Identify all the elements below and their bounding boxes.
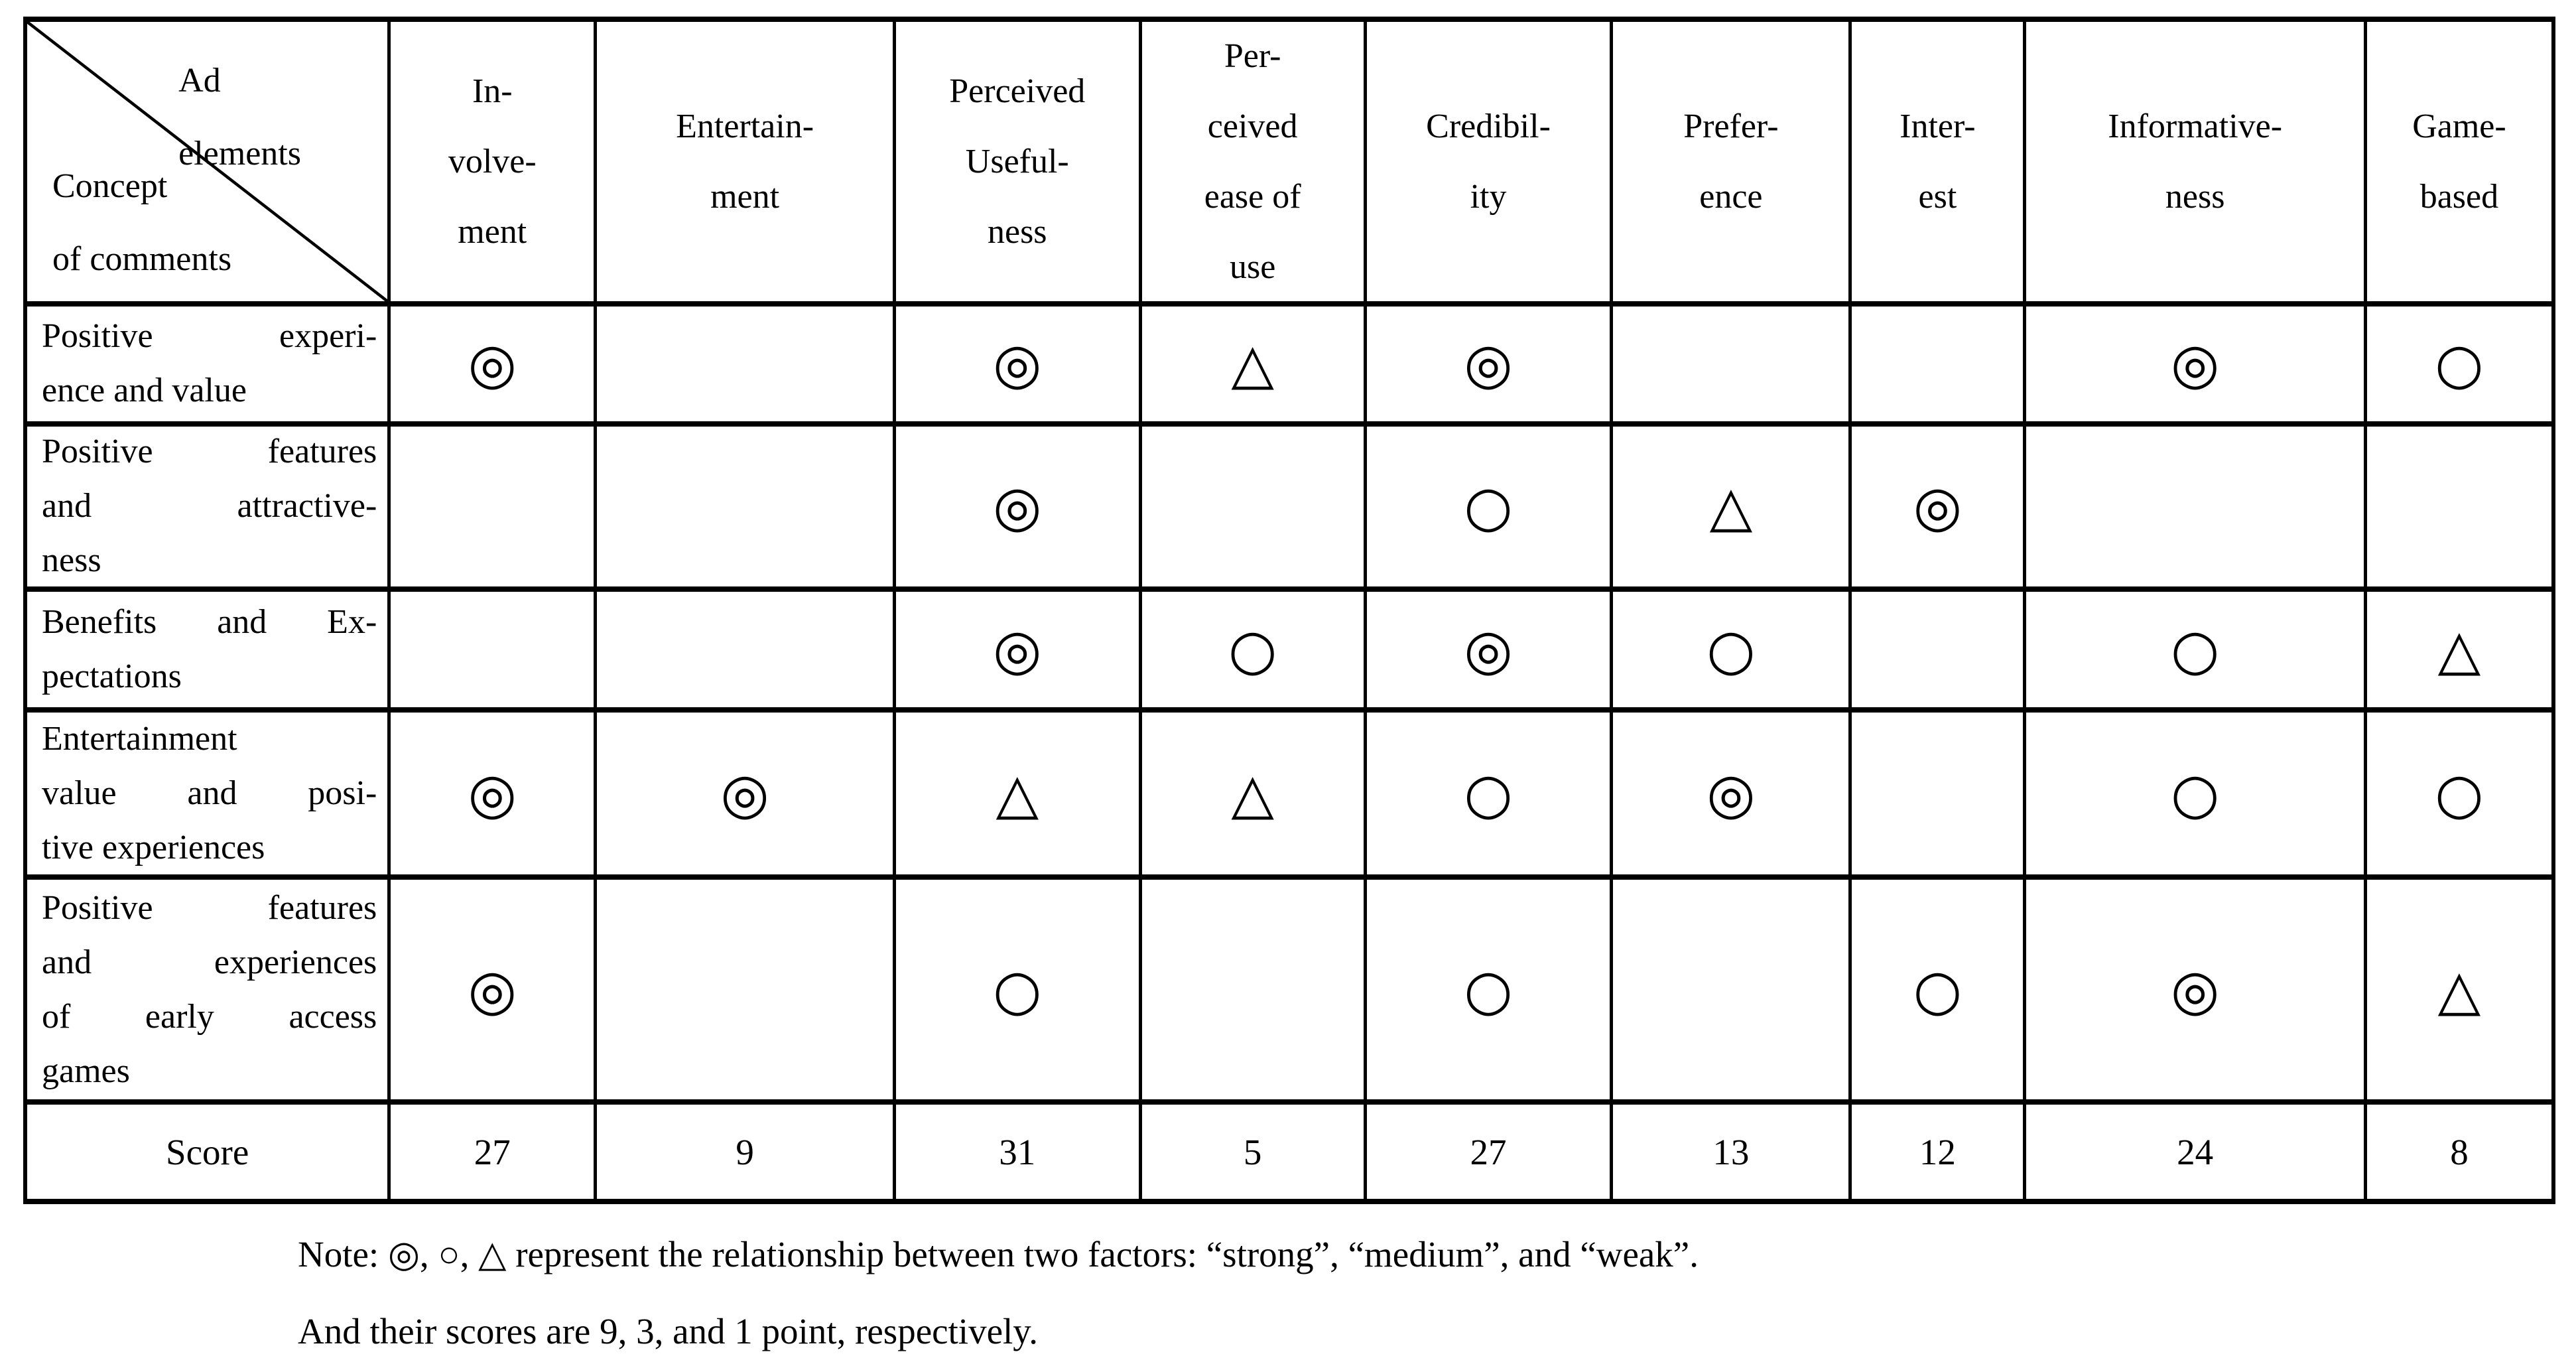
empty-cell-r3-involvement xyxy=(391,592,598,713)
symbol-cell-medium-r5-perceived-usefulness: ○ xyxy=(895,880,1142,1105)
symbol-cell-medium-r4-credibility: ○ xyxy=(1366,712,1614,880)
symbol-cell-weak-r5-gamebased: △ xyxy=(2366,880,2551,1105)
empty-cell-r1-entertainment xyxy=(597,307,896,427)
symbol-cell-weak-r3-gamebased: △ xyxy=(2366,592,2551,713)
symbol-cell-medium-r5-interest: ○ xyxy=(1852,880,2027,1105)
symbol-cell-strong-r1-credibility: ◎ xyxy=(1366,307,1614,427)
corner-label-concept-of-comments: Concept of comments xyxy=(52,150,231,296)
header-cell-interest: Inter- est xyxy=(1852,22,2027,307)
empty-cell-r3-interest xyxy=(1852,592,2027,713)
symbol-cell-medium-r3-perceived-ease-of-use: ○ xyxy=(1141,592,1367,713)
relationship-matrix-table: Ad elements Concept of comments In- volv… xyxy=(23,17,2555,1204)
symbol-cell-strong-r3-credibility: ◎ xyxy=(1366,592,1614,713)
symbol-cell-strong-r1-informativeness: ◎ xyxy=(2026,307,2367,427)
row-label-line: Benefits and Ex- xyxy=(42,602,377,641)
header-cell-perceived-usefulness: Perceived Useful- ness xyxy=(895,22,1142,307)
diagonal-divider-line xyxy=(27,22,387,301)
score-cell-perceived-usefulness: 31 xyxy=(896,1105,1142,1199)
empty-cell-r2-informativeness xyxy=(2026,426,2367,592)
corner-label-elements-line: elements xyxy=(178,135,301,172)
table-note-line-1: Note: ◎, ○, △ represent the relationship… xyxy=(298,1234,1699,1274)
row-label-line: Positive experi- xyxy=(42,317,377,356)
empty-cell-r5-preference xyxy=(1613,880,1852,1105)
header-cell-entertainment: Entertain- ment xyxy=(597,22,896,307)
empty-cell-r5-entertainment xyxy=(597,880,896,1105)
empty-cell-r4-interest xyxy=(1852,712,2027,880)
row-label-line: of early access xyxy=(42,997,377,1036)
symbol-cell-strong-r5-informativeness: ◎ xyxy=(2026,880,2367,1105)
empty-cell-r1-interest xyxy=(1852,307,2027,427)
symbol-cell-weak-r4-perceived-usefulness: △ xyxy=(895,712,1142,880)
symbol-cell-strong-r1-perceived-usefulness: ◎ xyxy=(895,307,1142,427)
table-note: Note: ◎, ○, △ represent the relationship… xyxy=(298,1216,1699,1370)
header-cell-involvement: In- volve- ment xyxy=(391,22,598,307)
header-cell-informativeness: Informative- ness xyxy=(2026,22,2367,307)
corner-label-concept-line: Concept xyxy=(52,167,168,206)
score-cell-gamebased: 8 xyxy=(2450,1131,2469,1172)
corner-label-ad-elements: Ad elements xyxy=(178,44,301,190)
table-note-line-2: And their scores are 9, 3, and 1 point, … xyxy=(298,1311,1038,1351)
symbol-cell-weak-r2-preference: △ xyxy=(1613,426,1852,592)
symbol-cell-medium-r4-gamebased: ○ xyxy=(2366,713,2551,880)
score-cell-involvement: 27 xyxy=(391,1105,598,1199)
row-label-line: ence and value xyxy=(42,372,247,410)
row-label-line: and experiences xyxy=(42,943,377,981)
score-cell-entertainment: 9 xyxy=(597,1105,896,1199)
row-label-line: pectations xyxy=(42,657,182,695)
score-cell-preference: 13 xyxy=(1613,1105,1852,1199)
row-label-line: games xyxy=(42,1052,130,1090)
symbol-cell-medium-r1-gamebased: ○ xyxy=(2366,307,2551,427)
header-cell-preference: Prefer- ence xyxy=(1613,22,1852,307)
symbol-cell-medium-r2-credibility: ○ xyxy=(1366,426,1614,592)
symbol-cell-strong-r5-involvement: ◎ xyxy=(391,880,598,1105)
header-cell-credibility: Credibil- ity xyxy=(1366,22,1614,307)
empty-cell-r2-gamebased xyxy=(2366,427,2551,592)
header-cell-gamebased: Game- based xyxy=(2366,22,2551,307)
symbol-cell-strong-r4-involvement: ◎ xyxy=(391,712,598,880)
symbol-cell-strong-r3-perceived-usefulness: ◎ xyxy=(895,592,1142,713)
row-label-positive-features-and-experiences-of-early-access-games: Positive features and experiences of early… xyxy=(27,880,391,1105)
row-label-entertainment-value-and-positive-experiences: Entertainment value and posi-tive experie… xyxy=(27,712,391,880)
row-label-positive-experience-and-value: Positive experi-ence and value xyxy=(27,307,391,427)
row-label-line: tive experiences xyxy=(42,828,265,866)
score-cell-interest: 12 xyxy=(1852,1105,2027,1199)
symbol-cell-weak-r4-perceived-ease-of-use: △ xyxy=(1141,712,1367,880)
score-cell-perceived-ease-of-use: 5 xyxy=(1142,1105,1367,1199)
score-row-label: Score xyxy=(27,1105,391,1199)
symbol-cell-strong-r2-perceived-usefulness: ◎ xyxy=(895,426,1142,592)
row-label-positive-features-and-attractiveness: Positive features and attractive-ness xyxy=(27,426,391,592)
corner-label-of-comments-line: of comments xyxy=(52,240,232,279)
symbol-cell-strong-r4-preference: ◎ xyxy=(1613,712,1852,880)
empty-cell-r2-perceived-ease-of-use xyxy=(1141,426,1367,592)
row-label-line: value and posi- xyxy=(42,774,377,812)
symbol-cell-medium-r5-credibility: ○ xyxy=(1366,880,1614,1105)
symbol-cell-medium-r4-informativeness: ○ xyxy=(2026,712,2367,880)
row-label-line: ness xyxy=(42,541,101,580)
score-cell-credibility: 27 xyxy=(1367,1105,1614,1199)
symbol-cell-medium-r3-preference: ○ xyxy=(1613,592,1852,713)
empty-cell-r2-entertainment xyxy=(597,426,896,592)
row-label-line: and attractive- xyxy=(42,487,377,525)
row-label-line: Positive features xyxy=(42,888,377,927)
header-cell-perceived-ease-of-use: Per- ceived ease of use xyxy=(1141,22,1367,307)
symbol-cell-strong-r2-interest: ◎ xyxy=(1852,426,2027,592)
empty-cell-r2-involvement xyxy=(391,426,598,592)
symbol-cell-medium-r3-informativeness: ○ xyxy=(2026,592,2367,713)
row-label-benefits-and-expectations: Benefits and Ex-pectations xyxy=(27,592,391,713)
empty-cell-r5-perceived-ease-of-use xyxy=(1141,880,1367,1105)
corner-label-ad-line: Ad xyxy=(178,62,221,100)
corner-cell: Ad elements Concept of comments xyxy=(27,22,391,307)
row-label-line: Entertainment xyxy=(42,719,237,758)
empty-cell-r1-preference xyxy=(1613,307,1852,427)
score-cell-informativeness: 24 xyxy=(2026,1105,2367,1199)
row-label-line: Positive features xyxy=(42,433,377,471)
symbol-cell-strong-r4-entertainment: ◎ xyxy=(597,712,896,880)
symbol-cell-strong-r1-involvement: ◎ xyxy=(391,307,598,427)
empty-cell-r3-entertainment xyxy=(597,592,896,713)
symbol-cell-weak-r1-perceived-ease-of-use: △ xyxy=(1141,307,1367,427)
